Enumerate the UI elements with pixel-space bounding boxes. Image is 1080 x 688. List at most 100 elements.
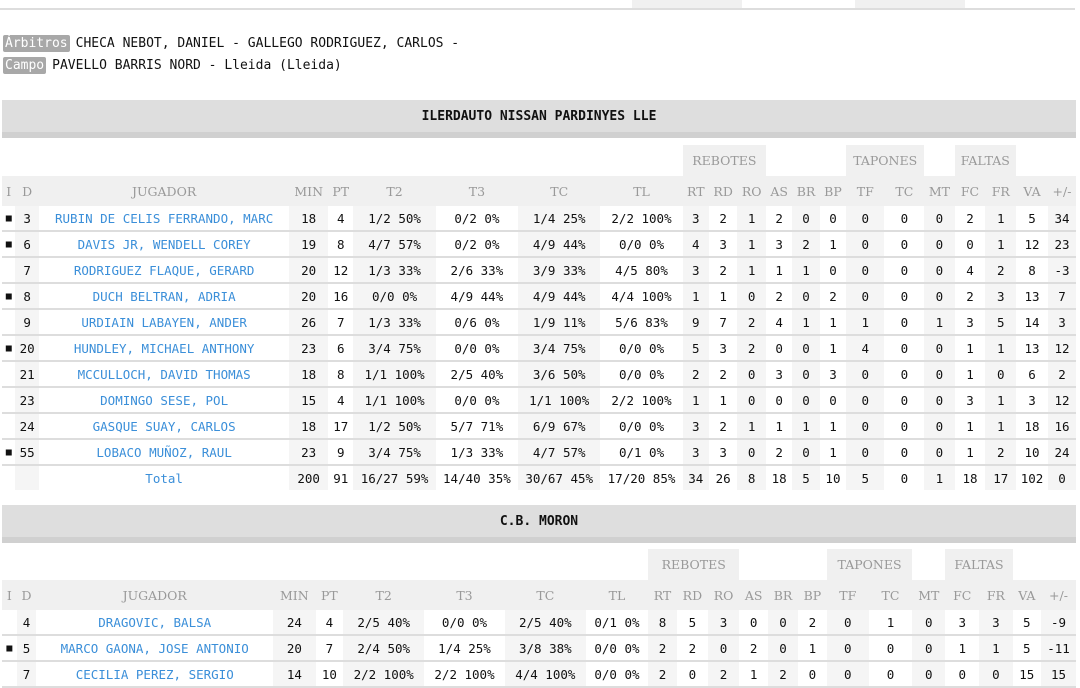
- stat-cell: 0: [792, 387, 820, 414]
- stat-cell: 16/27 59%: [353, 465, 436, 490]
- column-header[interactable]: TC: [518, 176, 601, 206]
- group-header-spacer: [766, 145, 846, 176]
- column-header[interactable]: JUGADOR: [36, 580, 274, 610]
- column-header[interactable]: I: [2, 176, 16, 206]
- group-header-spacer: [2, 145, 683, 176]
- column-header[interactable]: BP: [819, 176, 847, 206]
- column-header[interactable]: TC: [884, 176, 925, 206]
- column-header[interactable]: MT: [912, 580, 946, 610]
- player-name-link[interactable]: GASQUE SUAY, CARLOS: [38, 413, 290, 440]
- column-header[interactable]: AS: [765, 176, 793, 206]
- stat-cell: 3/8 38%: [504, 635, 586, 662]
- column-header[interactable]: AS: [739, 580, 768, 610]
- column-header[interactable]: RT: [682, 176, 709, 206]
- stat-cell: 1/3 33%: [353, 257, 436, 284]
- stat-cell: 3: [945, 610, 980, 636]
- column-header[interactable]: T3: [424, 580, 505, 610]
- column-header[interactable]: TL: [600, 176, 683, 206]
- table-row: 4 DRAGOVIC, BALSA 24 4 2/5 40% 0/0 0% 2/5 40% 0…: [2, 610, 1076, 636]
- player-name-link[interactable]: RUBIN DE CELIS FERRANDO, MARC: [38, 206, 290, 232]
- column-header[interactable]: BP: [798, 580, 827, 610]
- column-header[interactable]: FR: [985, 176, 1017, 206]
- column-header[interactable]: TF: [846, 176, 885, 206]
- total-row: Total 200 91 16/27 59% 14/40 35% 30/67 45% 17/…: [2, 465, 1076, 490]
- stat-cell: 3: [682, 413, 709, 440]
- stat-cell: 0/2 0%: [435, 231, 519, 258]
- stat-cell: 4: [765, 309, 793, 336]
- stat-cell: 0: [945, 661, 980, 688]
- stat-cell: 2/2 100%: [343, 661, 425, 688]
- column-header[interactable]: MIN: [289, 176, 329, 206]
- stat-cell: -9: [1040, 610, 1076, 636]
- column-header[interactable]: FC: [954, 176, 986, 206]
- column-header[interactable]: VA: [1012, 580, 1041, 610]
- column-header[interactable]: +/-: [1040, 580, 1076, 610]
- column-header[interactable]: TL: [585, 580, 649, 610]
- stat-cell: 1: [819, 309, 847, 336]
- column-header[interactable]: RO: [707, 580, 740, 610]
- column-header[interactable]: BR: [768, 580, 799, 610]
- column-header[interactable]: T3: [435, 176, 519, 206]
- column-header[interactable]: D: [15, 176, 39, 206]
- top-tab[interactable]: [632, 0, 742, 8]
- column-header[interactable]: TC: [868, 580, 913, 610]
- stat-cell: 5: [792, 465, 820, 490]
- column-header[interactable]: +/-: [1047, 176, 1076, 206]
- stat-cell: 7: [15, 257, 39, 284]
- column-header[interactable]: VA: [1016, 176, 1048, 206]
- column-header[interactable]: I: [2, 580, 17, 610]
- column-header[interactable]: RO: [737, 176, 766, 206]
- player-name-link[interactable]: DUCH BELTRAN, ADRIA: [38, 283, 290, 310]
- player-name-link[interactable]: HUNDLEY, MICHAEL ANTHONY: [38, 335, 290, 362]
- starter-indicator: [2, 361, 16, 388]
- stat-cell: 24: [15, 413, 39, 440]
- player-name-link[interactable]: MCCULLOCH, DAVID THOMAS: [38, 361, 290, 388]
- column-header[interactable]: RD: [676, 580, 708, 610]
- column-header[interactable]: FR: [979, 580, 1013, 610]
- player-name-link[interactable]: RODRIGUEZ FLAQUE, GERARD: [38, 257, 290, 284]
- column-header[interactable]: JUGADOR: [38, 176, 290, 206]
- team-title: ILERDAUTO NISSAN PARDINYES LLE: [2, 100, 1076, 138]
- column-header[interactable]: BR: [792, 176, 820, 206]
- stat-cell: 2: [765, 439, 793, 466]
- stat-cell: 1/3 33%: [435, 439, 519, 466]
- column-header[interactable]: PT: [328, 176, 354, 206]
- stat-cell: 0: [819, 387, 847, 414]
- stat-cell: 7: [315, 635, 344, 662]
- player-name-link[interactable]: DAVIS JR, WENDELL COREY: [38, 231, 290, 258]
- column-header[interactable]: TC: [504, 580, 586, 610]
- player-name-link[interactable]: LOBACO MUÑOZ, RAUL: [38, 439, 290, 466]
- column-header[interactable]: RD: [708, 176, 738, 206]
- column-header[interactable]: TF: [826, 580, 869, 610]
- column-header[interactable]: T2: [343, 580, 425, 610]
- top-tab[interactable]: [855, 0, 965, 8]
- starter-indicator: [2, 309, 16, 336]
- column-header[interactable]: D: [16, 580, 37, 610]
- column-header[interactable]: FC: [945, 580, 980, 610]
- column-header[interactable]: T2: [353, 176, 436, 206]
- stat-cell: 3: [765, 231, 793, 258]
- stat-cell: 14: [273, 661, 316, 688]
- stat-cell: 0/0 0%: [600, 413, 683, 440]
- player-name-link[interactable]: CECILIA PEREZ, SERGIO: [36, 661, 274, 688]
- stat-cell: 5: [682, 335, 709, 362]
- stat-cell: 4: [315, 610, 344, 636]
- column-header[interactable]: MT: [924, 176, 955, 206]
- player-name-link[interactable]: MARCO GAONA, JOSE ANTONIO: [36, 635, 274, 662]
- stat-cell: 0: [985, 361, 1017, 388]
- stat-cell: 1/4 25%: [424, 635, 505, 662]
- column-header[interactable]: PT: [315, 580, 344, 610]
- player-name-link[interactable]: DRAGOVIC, BALSA: [36, 610, 274, 636]
- stat-cell: 8: [15, 283, 39, 310]
- stat-cell: 0: [768, 635, 799, 662]
- total-link[interactable]: Total: [145, 470, 183, 486]
- stat-cell: 1/9 11%: [518, 309, 601, 336]
- player-name-link[interactable]: DOMINGO SESE, POL: [38, 387, 290, 414]
- stat-cell: 0: [979, 661, 1013, 688]
- player-name-link[interactable]: URDIAIN LABAYEN, ANDER: [38, 309, 290, 336]
- stat-cell: 0: [792, 439, 820, 466]
- column-header[interactable]: MIN: [273, 580, 316, 610]
- stat-cell: 2: [1047, 361, 1076, 388]
- stat-cell: 1/3 33%: [353, 309, 436, 336]
- column-header[interactable]: RT: [648, 580, 677, 610]
